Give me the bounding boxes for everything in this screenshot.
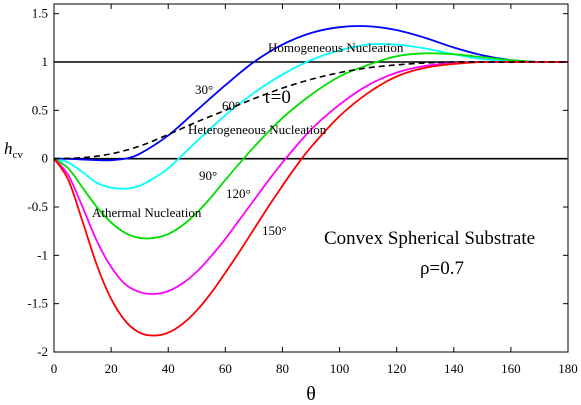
y-tick-label-0: -2 (37, 344, 48, 359)
series-label-30: 30° (195, 82, 213, 97)
series-line-2 (53, 52, 569, 240)
y-tick-label-1: -1.5 (27, 296, 48, 311)
annotation-athermal: Athermal Nucleation (92, 205, 202, 220)
y-ticks: -2 -1.5 -1 -0.5 0 0.5 1 1.5 (27, 6, 568, 359)
series-label-60: 60° (222, 98, 240, 113)
y-tick-label-6: 1 (42, 54, 49, 69)
plot-frame (53, 3, 569, 353)
series-line-4 (53, 60, 568, 337)
x-tick-label-0: 0 (51, 361, 58, 376)
series-label-90: 90° (199, 168, 217, 183)
x-tick-label-100: 100 (330, 361, 350, 376)
annotation-rho: ρ=0.7 (420, 258, 464, 279)
x-tick-label-80: 80 (276, 361, 289, 376)
x-tick-label-140: 140 (444, 361, 464, 376)
x-tick-label-160: 160 (501, 361, 521, 376)
y-axis-title: hcv (4, 139, 23, 161)
series-label-tau: τ=0 (263, 87, 291, 108)
x-tick-label-40: 40 (162, 361, 175, 376)
series-line-0 (53, 25, 569, 162)
annotation-heterogeneous: Heterogeneous Nucleation (188, 122, 327, 137)
x-tick-label-120: 120 (387, 361, 407, 376)
y-tick-label-7: 1.5 (32, 6, 48, 21)
x-axis-title: θ (306, 383, 316, 405)
x-tick-label-60: 60 (219, 361, 232, 376)
annotation-homogeneous: Homogeneous Nucleation (268, 40, 404, 55)
series-label-150: 150° (262, 223, 287, 238)
y-tick-label-3: -0.5 (27, 199, 48, 214)
series-line-3 (53, 61, 568, 295)
annotation-substrate: Convex Spherical Substrate (324, 228, 535, 249)
x-tick-label-20: 20 (105, 361, 118, 376)
series-layer (53, 25, 569, 337)
y-axis-title-sub: cv (13, 149, 24, 161)
y-axis-title-main: h (4, 139, 13, 158)
x-tick-label-180: 180 (558, 361, 578, 376)
x-ticks: 0 20 40 60 80 100 120 140 160 180 (51, 4, 578, 376)
y-tick-label-2: -1 (37, 247, 48, 262)
y-tick-label-5: 0.5 (32, 102, 48, 117)
series-line-5 (53, 61, 568, 160)
series-label-120: 120° (226, 186, 251, 201)
y-tick-label-4: 0 (42, 151, 49, 166)
